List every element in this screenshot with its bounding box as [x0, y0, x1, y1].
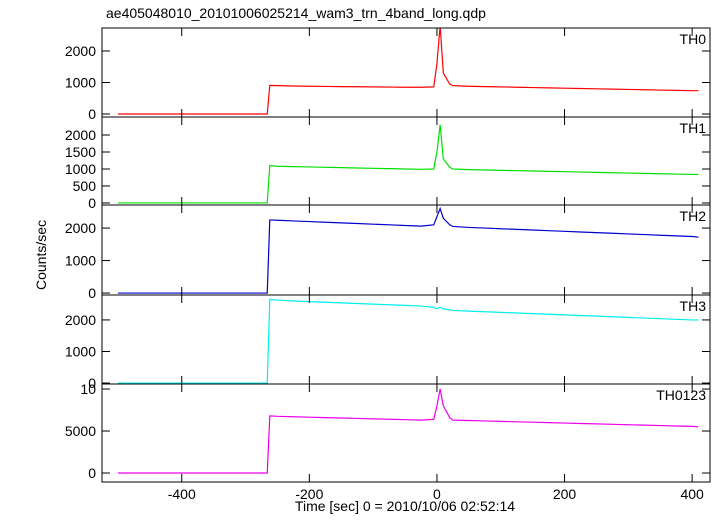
y-tick-label: 10	[80, 381, 96, 397]
x-tick-label: -200	[295, 486, 323, 502]
y-tick-label: 0	[88, 375, 96, 391]
y-tick-label: 2000	[65, 220, 96, 236]
series-label: TH0123	[656, 387, 706, 403]
series-line	[117, 298, 699, 384]
x-tick-label: 0	[433, 486, 441, 502]
x-tick-label: 200	[553, 486, 577, 502]
y-tick-label: 1000	[65, 75, 96, 91]
x-tick-label: 400	[680, 486, 704, 502]
y-tick-label: 1000	[65, 161, 96, 177]
y-tick-label: 1000	[65, 343, 96, 359]
y-tick-label: 2000	[65, 43, 96, 59]
series-label: TH2	[680, 208, 707, 224]
x-axis-label: Time [sec] 0 = 2010/10/06 02:52:14	[295, 498, 515, 514]
y-tick-label: 0	[88, 106, 96, 122]
y-tick-label: 500	[73, 178, 97, 194]
chart-title: ae405048010_20101006025214_wam3_trn_4ban…	[106, 5, 486, 21]
y-tick-label: 1000	[65, 253, 96, 269]
series-line	[117, 124, 699, 204]
series-label: TH1	[680, 120, 707, 136]
y-tick-label: 5000	[65, 423, 96, 439]
y-tick-label: 0	[88, 285, 96, 301]
y-tick-label: 2000	[65, 312, 96, 328]
y-axis-label: Counts/sec	[33, 220, 49, 290]
y-tick-label: 2000	[65, 127, 96, 143]
series-label: TH3	[680, 298, 707, 314]
series-line	[117, 28, 699, 115]
x-tick-label: -400	[168, 486, 196, 502]
series-line	[117, 388, 699, 474]
y-tick-label: 0	[88, 465, 96, 481]
series-label: TH0	[680, 31, 707, 47]
y-tick-label: 0	[88, 195, 96, 211]
y-tick-label: 1500	[65, 144, 96, 160]
series-line	[117, 206, 699, 294]
panel-frame	[101, 383, 711, 483]
